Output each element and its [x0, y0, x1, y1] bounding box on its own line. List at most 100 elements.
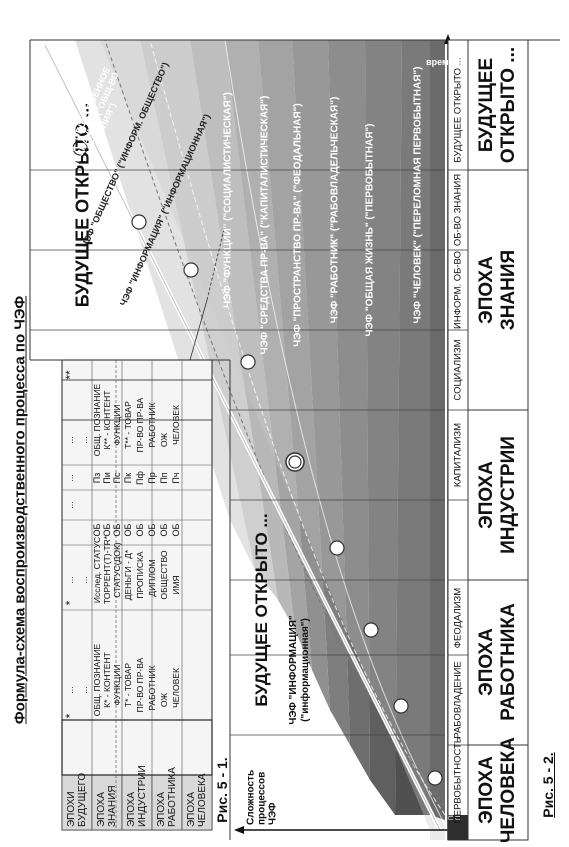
table-cell: Пр: [147, 472, 157, 484]
table-cell: Т* - ТОВАР: [123, 662, 133, 708]
node-circle: [427, 770, 443, 786]
band-8: [140, 40, 278, 600]
epoch-future: БУДУЩЕЕ ОТКРЫТО ...: [476, 46, 519, 164]
table-cell: ПРОПИСКА: [135, 551, 145, 599]
node-circle: [72, 140, 88, 156]
formation-feudalism: ФЕОДАЛИЗМ: [452, 587, 464, 649]
table-cell: ОЖ: [159, 692, 169, 708]
node-circle: [131, 214, 147, 230]
fig1-epoch-knowledge: ЭПОХА ЗНАНИЯ: [96, 785, 118, 827]
fig1-epoch-worker: ЭПОХА РАБОТНИКА: [156, 767, 178, 827]
table-cell: ЧЕЛОВЕК: [171, 405, 181, 445]
table-cell: ОБ: [112, 523, 122, 537]
table-cell: Пп: [159, 472, 169, 484]
table-cell: ФУНКЦИИ: [112, 664, 122, 706]
y-axis-label: Сложность процессов ЧЭФ: [245, 769, 279, 825]
band-label-life: ЧЭФ "ОБЩАЯ ЖИЗНЬ" ("ПЕРВОБЫТНАЯ"): [364, 123, 376, 337]
table-dots: ...: [65, 436, 75, 444]
table-dots: ...: [65, 576, 75, 584]
table-cell: Пк: [123, 472, 133, 484]
fig1-epoch-future: ЭПОХИ БУДУЩЕГО: [66, 772, 88, 827]
table-dots: ...: [65, 474, 75, 482]
band-6: [225, 40, 312, 670]
table-cell: ОБЩЕСТВО: [159, 550, 169, 600]
table-cell: ОБЩ. ПОЗНАНИЕ: [92, 383, 102, 457]
node-circle: [393, 698, 409, 714]
table-cell: Пи: [102, 472, 112, 484]
band-label-functions: ЧЭФ "ФУНКЦИИ" ("СОЦИАЛИСТИЧЕСКАЯ"): [222, 92, 234, 308]
formation-socialism: СОЦИАЛИЗМ: [452, 339, 464, 401]
time-label: время: [426, 57, 454, 67]
table-cell: К** - КОНТЕНТ: [102, 390, 112, 450]
band-1: [395, 40, 430, 815]
band-2: [365, 40, 402, 815]
table-dots: ...: [65, 501, 75, 509]
table-cell: ОБ: [159, 523, 169, 537]
table-cell: ОЖ: [159, 432, 169, 448]
fig2-caption: Рис. 5 - 2.: [540, 752, 556, 818]
table-cell: ПР-ВО ПР-ВА: [135, 397, 145, 453]
table-frame: [61, 359, 213, 831]
table-cell: Т** - ТОВАР: [123, 401, 133, 449]
table-cell: Пз: [92, 472, 102, 484]
epoch-worker: ЭПОХА РАБОТНИКА: [476, 603, 519, 721]
node-circle: [363, 622, 379, 638]
band-label-worker: ЧЭФ "РАБОТНИК" ("РАБОВЛАДЕЛЬЧЕСКАЯ"): [329, 96, 341, 324]
table-cell: ОБ: [147, 523, 157, 537]
node-circle: [240, 354, 256, 370]
table-dots: ...: [65, 686, 75, 694]
node-circle: [329, 540, 345, 556]
formation-info-society: ИНФОРМ. ОБ-ВО: [452, 251, 464, 329]
table-cell: ПР-ВО ПР-ВА: [135, 657, 145, 713]
table-cell: ФУНКЦИИ: [112, 404, 122, 446]
table-cell: Пс: [112, 472, 122, 484]
table-cell: ТОРРЕНТ(Т)-TR*: [102, 535, 112, 605]
band-4: [292, 40, 350, 745]
table-cell: Пф: [135, 471, 145, 485]
table-dots: ...: [79, 686, 89, 694]
band-label-human: ЧЭФ "ЧЕЛОВЕК" ("ПЕРЕЛОМНАЯ ПЕРВОБЫТНАЯ"): [412, 66, 424, 324]
curve-shadow: [100, 40, 445, 840]
formation-slavery: РАБОВЛАДЕНИЕ: [452, 661, 464, 739]
band-7: [190, 40, 295, 630]
table-cell: К* - КОНТЕНТ: [102, 652, 112, 708]
table-cell: ДЕНЬГИ - Д*: [123, 549, 133, 601]
band-label-space: ЧЭФ "ПРОСТРАНСТВО ПР-ВА" ("ФЕОДАЛЬНАЯ"): [292, 103, 304, 347]
table-cell: РАБОТНИК: [147, 402, 157, 448]
epoch-industry: ЭПОХА ИНДУСТРИИ: [476, 436, 519, 554]
band-5: [258, 40, 330, 710]
page-title: Формула-схема воспроизводственного проце…: [11, 295, 29, 725]
table-cell: ОБ: [171, 523, 181, 537]
formation-knowledge-society: ОБ-ВО ЗНАНИЯ: [452, 173, 464, 247]
table-cell: ЧЕЛОВЕК: [171, 668, 181, 708]
fig1-table: [61, 359, 213, 831]
formation-primitive: ПЕРВОБЫТНОСТЬ: [452, 736, 464, 824]
band-label-means: ЧЭФ "СРЕДСТВА ПР-ВА" ("КАПИТАЛИСТИЧЕСКАЯ…: [259, 95, 271, 355]
table-dots: ...: [79, 576, 89, 584]
formation-future: БУДУЩЕЕ ОТКРЫТО ...: [452, 57, 464, 163]
table-cell: ОБ: [123, 523, 133, 537]
table-cell: Исслед. СТАТУС: [92, 536, 102, 604]
node-circle: [183, 262, 199, 278]
table-cell: ОБ: [92, 523, 102, 537]
table-cell: РАБОТНИК: [147, 665, 157, 711]
band-0: [430, 40, 445, 820]
table-cell: ДИПЛОМ: [147, 559, 157, 597]
info-label: ЧЭФ "ИНФОРМАЦИЯ" ("информационная"): [288, 615, 311, 725]
table-cell: ОБ: [135, 523, 145, 537]
table-dots: ...: [79, 436, 89, 444]
formation-capitalism: КАПИТАЛИЗМ: [452, 422, 464, 488]
table-cell: СТАТУС(ДОК): [112, 542, 122, 598]
table-cell: ОБ: [102, 523, 112, 537]
fig1-caption: Рис. 5 - 1.: [214, 757, 230, 823]
star-marker: *: [63, 713, 77, 719]
epoch-human: ЭПОХА ЧЕЛОВЕКА: [476, 737, 519, 843]
epoch-knowledge: ЭПОХА ЗНАНИЯ: [476, 249, 519, 331]
fig1-epoch-human: ЭПОХА ЧЕЛОВЕКА: [186, 773, 208, 827]
table-cell: Пч: [171, 472, 181, 484]
star-marker: *: [63, 600, 77, 606]
table-cell: ИМЯ: [171, 575, 181, 595]
fig1-epoch-industry: ЭПОХА ИНДУСТРИИ: [126, 765, 148, 827]
future-label-left: БУДУЩЕЕ ОТКРЫТО ...: [252, 513, 271, 707]
